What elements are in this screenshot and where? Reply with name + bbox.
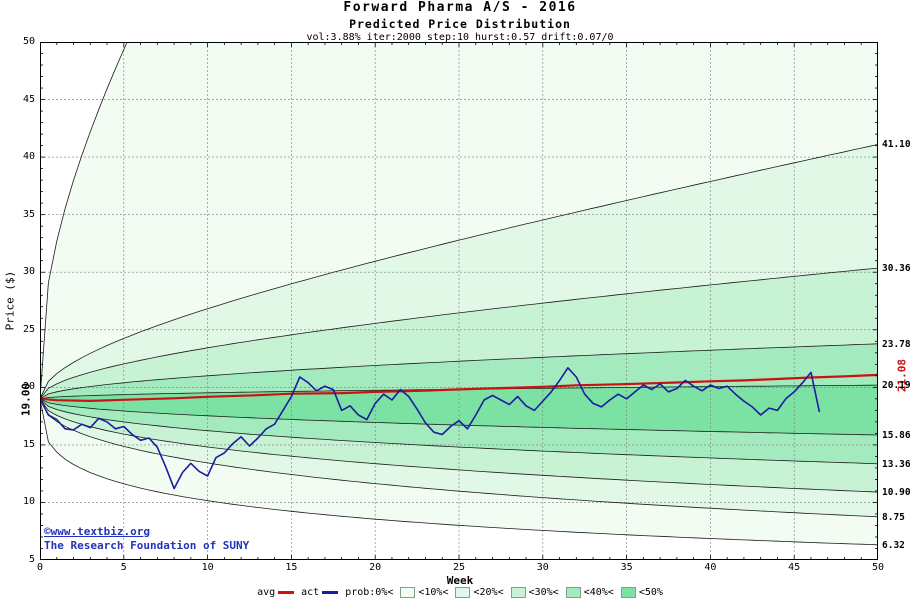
legend-line-sample: [322, 591, 339, 594]
y-tick-label: 40: [22, 151, 35, 163]
x-tick-label: 20: [369, 562, 382, 573]
band-value-label: 41.10: [882, 139, 911, 151]
y-tick-label: 35: [22, 208, 35, 220]
band-value-label: 13.36: [882, 458, 911, 470]
legend-label: prob:0%<: [345, 587, 394, 598]
legend-label: <40%<: [583, 587, 614, 598]
legend-item-10: <10%<: [400, 587, 448, 598]
legend-line-sample: [278, 591, 295, 594]
legend-item-act: act: [301, 587, 339, 598]
legend-label: act: [301, 587, 320, 598]
y-tick-label: 50: [22, 36, 35, 47]
chart-subtitle: Predicted Price Distribution: [349, 16, 571, 31]
band-value-label: 20.19: [882, 380, 911, 392]
avg-end-price-label: 21.08: [895, 358, 909, 393]
y-tick-label: 5: [28, 554, 35, 565]
watermark-org: The Research Foundation of SUNY: [44, 539, 250, 552]
legend-item-30: <30%<: [510, 587, 559, 598]
legend-label: <50%: [638, 587, 663, 598]
legend-label: <20%<: [473, 587, 504, 598]
legend-color-swatch: [510, 587, 526, 598]
y-tick-label: 45: [22, 93, 35, 105]
x-tick-label: 25: [452, 562, 466, 573]
x-tick-label: 0: [36, 562, 44, 573]
legend-item-prob0: prob:0%<: [345, 587, 393, 598]
band-value-label: 8.75: [882, 511, 905, 523]
y-tick-label: 15: [22, 438, 35, 450]
legend-item-avg: avg: [257, 587, 295, 598]
legend-item-40: <40%<: [565, 587, 614, 598]
simulation-params: vol:3.88% iter:2000 step:10 hurst:0.57 d…: [306, 32, 614, 44]
x-tick-label: 45: [788, 562, 801, 573]
legend-item-20: <20%<: [455, 587, 504, 598]
watermark: ©www.textbiz.org The Research Foundation…: [44, 525, 249, 553]
band-value-label: 30.36: [882, 263, 911, 275]
x-tick-label: 10: [201, 562, 214, 573]
chart-header: Forward Pharma A/S - 2016 Predicted Pric…: [0, 0, 920, 44]
x-tick-label: 15: [285, 562, 298, 573]
x-tick-label: 5: [120, 562, 127, 573]
legend: avg act prob:0%< <10%< <20%< <30%< <40%< <50%: [0, 587, 920, 598]
legend-color-swatch: [400, 587, 416, 598]
band-value-label: 15.86: [882, 429, 911, 441]
y-tick-label: 20: [22, 381, 35, 393]
watermark-link[interactable]: ©www.textbiz.org: [44, 525, 150, 538]
x-axis-title: Week: [446, 574, 474, 587]
chart-title: Forward Pharma A/S - 2016: [343, 0, 577, 15]
legend-color-swatch: [620, 587, 636, 598]
start-price-label: 19.00: [19, 382, 33, 417]
band-value-label: 10.90: [882, 487, 911, 499]
y-tick-label: 25: [22, 323, 35, 335]
y-tick-label: 30: [22, 266, 35, 278]
x-tick-label: 50: [871, 562, 885, 573]
band-value-label: 6.32: [882, 539, 905, 551]
legend-color-swatch: [565, 587, 581, 598]
legend-item-50: <50%: [620, 587, 663, 598]
legend-label: <30%<: [528, 587, 559, 598]
x-tick-label: 35: [620, 562, 633, 573]
legend-color-swatch: [455, 587, 471, 598]
fan-chart: [40, 42, 878, 560]
band-value-label: 23.78: [882, 338, 911, 350]
x-tick-label: 40: [704, 562, 717, 573]
legend-label: <10%<: [418, 587, 449, 598]
legend-label: avg: [257, 587, 276, 598]
x-tick-label: 30: [536, 562, 549, 573]
y-tick-label: 10: [22, 496, 35, 508]
